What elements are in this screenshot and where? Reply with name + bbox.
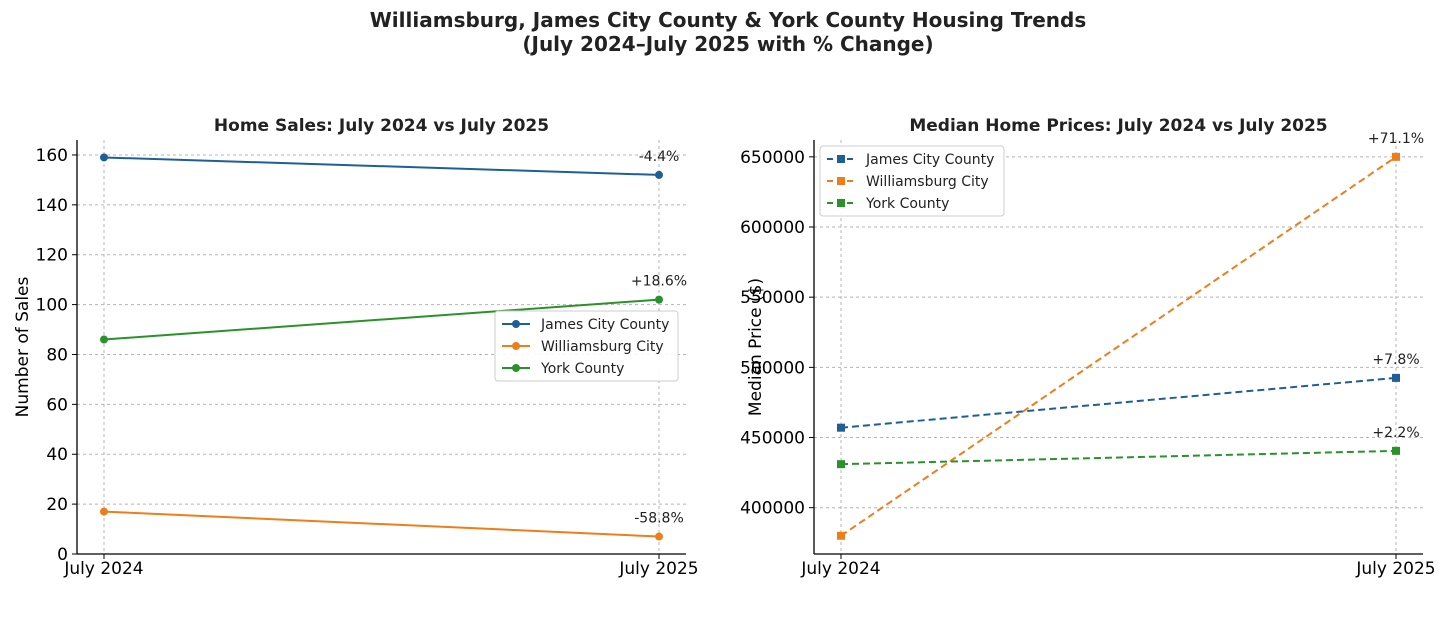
sales-y-tick-label: 140 — [36, 196, 68, 216]
prices-y-tick-label: 400000 — [740, 499, 805, 519]
prices-legend-marker-james-city-county — [837, 155, 845, 163]
sales-legend-marker-york-county — [512, 364, 520, 372]
prices-change-label-james-city-county: +7.8% — [1372, 352, 1419, 368]
sales-y-tick-label: 0 — [57, 545, 68, 565]
sales-y-tick-label: 120 — [36, 246, 68, 266]
prices-legend: James City County Williamsburg City York C… — [819, 145, 1005, 217]
sales-legend-frame — [494, 310, 679, 382]
sales-series-line-james-city-county — [103, 156, 660, 176]
prices-y-tick-label: 450000 — [740, 429, 805, 449]
sales-x-tick-label-july-2024: July 2024 — [63, 559, 143, 579]
figure-title: Williamsburg, James City County & York C… — [0, 8, 1456, 56]
prices-point-williamsburg-city-july-2024 — [837, 531, 845, 540]
sales-change-label-williamsburg-city: -58.8% — [634, 511, 684, 527]
sales-point-williamsburg-city-july-2024 — [100, 507, 108, 516]
prices-series-line-james-city-county — [840, 376, 1397, 429]
prices-y-tick-label: 500000 — [740, 358, 805, 378]
median-prices-chart: Median Home Prices: July 2024 vs July 20… — [740, 116, 1436, 579]
prices-legend-frame — [819, 145, 1005, 217]
prices-change-label-williamsburg-city: +71.1% — [1368, 131, 1424, 147]
prices-y-tick-label: 550000 — [740, 288, 805, 308]
prices-legend-label-williamsburg-city: Williamsburg City — [866, 174, 989, 190]
prices-series-line-williamsburg-city — [840, 156, 1397, 537]
prices-x-tick-label-july-2024: July 2024 — [800, 559, 880, 579]
sales-y-tick-label: 80 — [46, 345, 68, 365]
sales-legend: James City County Williamsburg City York C… — [494, 310, 679, 382]
prices-point-james-city-county-july-2024 — [837, 423, 845, 432]
sales-y-tick-label: 20 — [46, 495, 68, 515]
prices-legend-label-james-city-county: James City County — [865, 152, 994, 168]
sales-point-york-county-july-2024 — [100, 335, 108, 344]
prices-chart-title: Median Home Prices: July 2024 vs July 20… — [909, 116, 1327, 136]
sales-change-label-james-city-county: -4.4% — [639, 149, 680, 165]
prices-point-york-county-july-2024 — [837, 460, 845, 469]
sales-point-williamsburg-city-july-2025 — [655, 532, 663, 541]
sales-y-tick-label: 100 — [36, 296, 68, 316]
sales-legend-label-williamsburg-city: Williamsburg City — [541, 339, 664, 355]
prices-point-james-city-county-july-2025 — [1392, 373, 1400, 382]
sales-point-james-city-county-july-2024 — [100, 153, 108, 162]
prices-change-label-york-county: +2.2% — [1372, 425, 1419, 441]
prices-y-axis-label: Median Price ($) — [746, 278, 766, 416]
prices-x-tick-label-july-2025: July 2025 — [1355, 559, 1435, 579]
sales-chart-title: Home Sales: July 2024 vs July 2025 — [214, 116, 549, 136]
prices-series-line-york-county — [840, 449, 1397, 466]
prices-y-tick-label: 650000 — [740, 148, 805, 168]
sales-point-james-city-county-july-2025 — [655, 170, 663, 179]
figure-title-line-2: (July 2024–July 2025 with % Change) — [522, 32, 934, 56]
home-sales-chart: Home Sales: July 2024 vs July 2025 0 20 40 6… — [13, 116, 699, 579]
prices-legend-label-york-county: York County — [865, 196, 949, 212]
sales-y-axis-label: Number of Sales — [13, 276, 33, 417]
prices-y-tick-label: 600000 — [740, 218, 805, 238]
sales-legend-marker-williamsburg-city — [512, 342, 520, 350]
sales-legend-label-york-county: York County — [540, 361, 624, 377]
sales-series-line-york-county — [103, 298, 660, 341]
sales-legend-marker-james-city-county — [512, 320, 520, 328]
sales-change-label-york-county: +18.6% — [631, 274, 687, 290]
sales-legend-label-james-city-county: James City County — [540, 317, 669, 333]
prices-legend-marker-williamsburg-city — [837, 177, 845, 185]
sales-y-tick-label: 160 — [36, 146, 68, 166]
sales-y-tick-label: 40 — [46, 445, 68, 465]
sales-y-tick-label: 60 — [46, 395, 68, 415]
figure-title-line-1: Williamsburg, James City County & York C… — [369, 8, 1087, 32]
sales-point-york-county-july-2025 — [655, 295, 663, 304]
prices-point-williamsburg-city-july-2025 — [1392, 152, 1400, 161]
prices-legend-marker-york-county — [837, 199, 845, 207]
prices-point-york-county-july-2025 — [1392, 446, 1400, 455]
sales-series-line-williamsburg-city — [103, 510, 660, 538]
sales-x-tick-label-july-2025: July 2025 — [618, 559, 698, 579]
